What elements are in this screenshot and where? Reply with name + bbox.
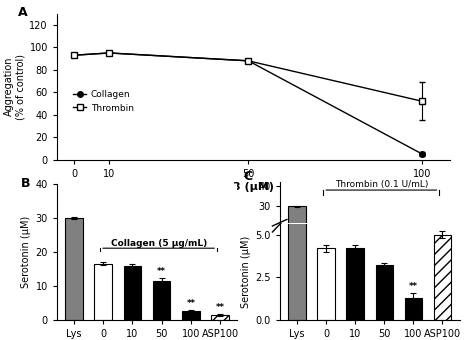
Bar <box>405 265 422 268</box>
Text: **: ** <box>409 282 418 291</box>
Y-axis label: Aggregation
(% of control): Aggregation (% of control) <box>4 54 25 120</box>
Y-axis label: Serotonin (μM): Serotonin (μM) <box>241 236 251 308</box>
Bar <box>434 257 451 268</box>
Text: **: ** <box>186 299 195 308</box>
Text: **: ** <box>216 304 225 312</box>
Bar <box>346 248 364 320</box>
Text: Thrombin (0.1 U/mL): Thrombin (0.1 U/mL) <box>335 181 428 189</box>
Bar <box>288 206 306 268</box>
Bar <box>288 0 306 320</box>
Bar <box>65 218 82 320</box>
Bar <box>124 266 141 320</box>
Bar <box>94 264 112 320</box>
Text: B: B <box>21 177 30 190</box>
X-axis label: 3 (μM): 3 (μM) <box>233 182 274 192</box>
Legend: Collagen, Thrombin: Collagen, Thrombin <box>69 86 137 116</box>
Bar <box>182 311 200 320</box>
Bar <box>211 315 229 320</box>
Text: **: ** <box>157 267 166 276</box>
Bar <box>318 259 335 268</box>
Bar <box>375 261 393 268</box>
Bar <box>318 248 335 320</box>
Bar <box>434 235 451 320</box>
Text: Collagen (5 μg/mL): Collagen (5 μg/mL) <box>110 239 207 248</box>
Bar <box>153 280 170 320</box>
Text: A: A <box>18 6 27 19</box>
Text: C: C <box>244 170 253 183</box>
Bar <box>375 265 393 320</box>
Bar <box>346 259 364 268</box>
Bar <box>405 298 422 320</box>
Y-axis label: Serotonin (μM): Serotonin (μM) <box>21 216 31 288</box>
